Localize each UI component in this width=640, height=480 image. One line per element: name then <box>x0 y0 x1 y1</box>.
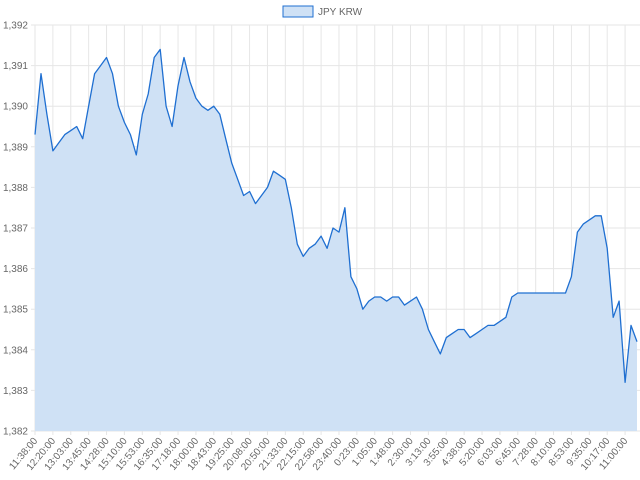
y-tick-label: 1,390 <box>3 102 28 113</box>
line <box>34 48 638 383</box>
y-tick-label: 1,384 <box>3 345 28 356</box>
y-tick-label: 1,392 <box>3 21 28 32</box>
y-tick-label: 1,386 <box>3 264 28 275</box>
y-tick-label: 1,385 <box>3 305 28 316</box>
legend-swatch <box>282 5 314 18</box>
y-tick-label: 1,383 <box>3 386 28 397</box>
y-tick-label: 1,387 <box>3 224 28 235</box>
y-tick-label: 1,391 <box>3 61 28 72</box>
y-tick-label: 1,382 <box>3 427 28 438</box>
y-tick-label: 1,389 <box>3 142 28 153</box>
y-tick-label: 1,388 <box>3 183 28 194</box>
area <box>35 49 637 432</box>
legend-label: JPY KRW <box>318 7 363 18</box>
